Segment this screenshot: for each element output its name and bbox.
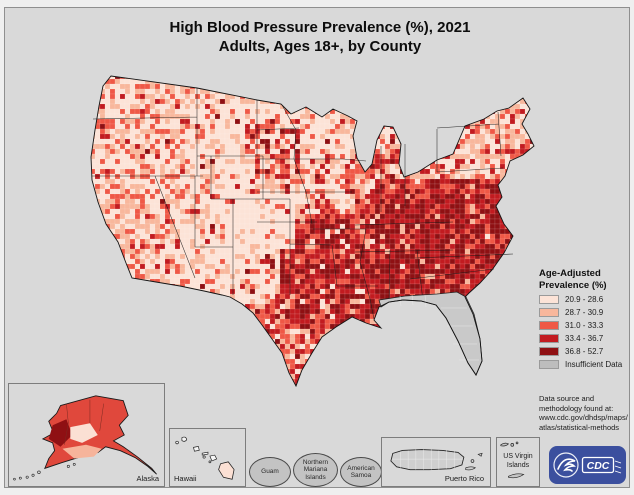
hawaii-islands-icon [175,436,218,464]
hawaii-inset: Hawaii [169,428,246,487]
hhs-eagle-icon [557,458,576,472]
legend-item: 36.8 - 52.7 [539,346,631,356]
legend-label: 28.7 - 30.9 [565,307,604,317]
title-line-2: Adults, Ages 18+, by County [218,38,422,55]
legend-item: 28.7 - 30.9 [539,307,631,317]
hhs-seal-ring-icon [553,452,579,478]
alaska-borough-lines [64,399,104,445]
puerto-rico-label: Puerto Rico [444,474,484,483]
alaska-inset: Alaska [8,383,165,487]
page-title: High Blood Pressure Prevalence (%), 2021… [40,18,600,56]
puerto-rico-shape [390,449,465,471]
hawaii-label: Hawaii [174,474,197,483]
florida-county-lines [399,294,479,361]
legend-swatch [539,320,559,330]
source-line: Data source and [539,394,595,403]
pr-small-islands-icon [465,452,483,471]
us-county-map [90,75,535,388]
usvi-label: US Virgin Islands [503,453,533,469]
legend-swatch [539,346,559,356]
florida-insufficient-data [378,291,483,376]
aleutian-islands-icon [13,463,76,481]
legend-rows: 20.9 - 28.6 28.7 - 30.9 31.0 - 33.3 33.4 - … [539,294,631,369]
legend-title-line-1: Age-Adjusted [539,268,601,279]
cdc-hhs-logo: CDC [549,446,626,484]
source-url-line: atlas/statistical-methods [539,422,620,432]
legend: Age-Adjusted Prevalence (%) 20.9 - 28.6 2… [539,268,631,369]
legend-item: 33.4 - 36.7 [539,333,631,343]
source-url-line: www.cdc.gov/dhdsp/maps/ [539,413,628,422]
state-borders [92,88,514,320]
title-line-1: High Blood Pressure Prevalence (%), 2021 [169,19,471,36]
alaska-light-region [70,423,98,443]
legend-label: 31.0 - 33.3 [565,320,604,330]
legend-item: 31.0 - 33.3 [539,320,631,330]
source-line: methodology found at: [539,403,614,413]
cdc-wordmark-box [581,456,615,474]
legend-title: Age-Adjusted Prevalence (%) [539,268,631,291]
alaska-label: Alaska [136,474,159,483]
northern-mariana-inset: Northern Mariana Islands [293,453,338,487]
legend-label: 33.4 - 36.7 [565,333,604,343]
legend-swatch [539,307,559,317]
legend-swatch [539,294,559,304]
usvi-islands-icon [500,441,525,479]
american-samoa-label: American Samoa [347,464,375,480]
puerto-rico-county-lines [391,449,463,470]
alaska-dark-region [48,419,73,447]
cdc-flag-stripes-icon [614,460,622,474]
us-outline [90,75,535,388]
usvi-inset: US Virgin Islands [496,437,540,487]
data-source-note: Data source and methodology found at: ww… [539,394,631,432]
legend-swatch [539,333,559,343]
puerto-rico-inset: Puerto Rico [381,437,491,487]
cdc-wordmark: CDC [587,460,610,472]
guam-label: Guam [261,468,279,476]
guam-inset: Guam [249,457,291,487]
northern-mariana-label: Northern Mariana Islands [302,458,329,481]
legend-item: Insufficient Data [539,359,631,369]
legend-label: 20.9 - 28.6 [565,294,604,304]
legend-label: 36.8 - 52.7 [565,346,604,356]
legend-swatch [539,359,559,369]
legend-item: 20.9 - 28.6 [539,294,631,304]
alaska-salmon-region [62,444,102,459]
hawaii-big-island [218,461,235,480]
american-samoa-inset: American Samoa [340,457,382,487]
legend-title-line-2: Prevalence (%) [539,279,607,291]
legend-label: Insufficient Data [565,359,623,369]
